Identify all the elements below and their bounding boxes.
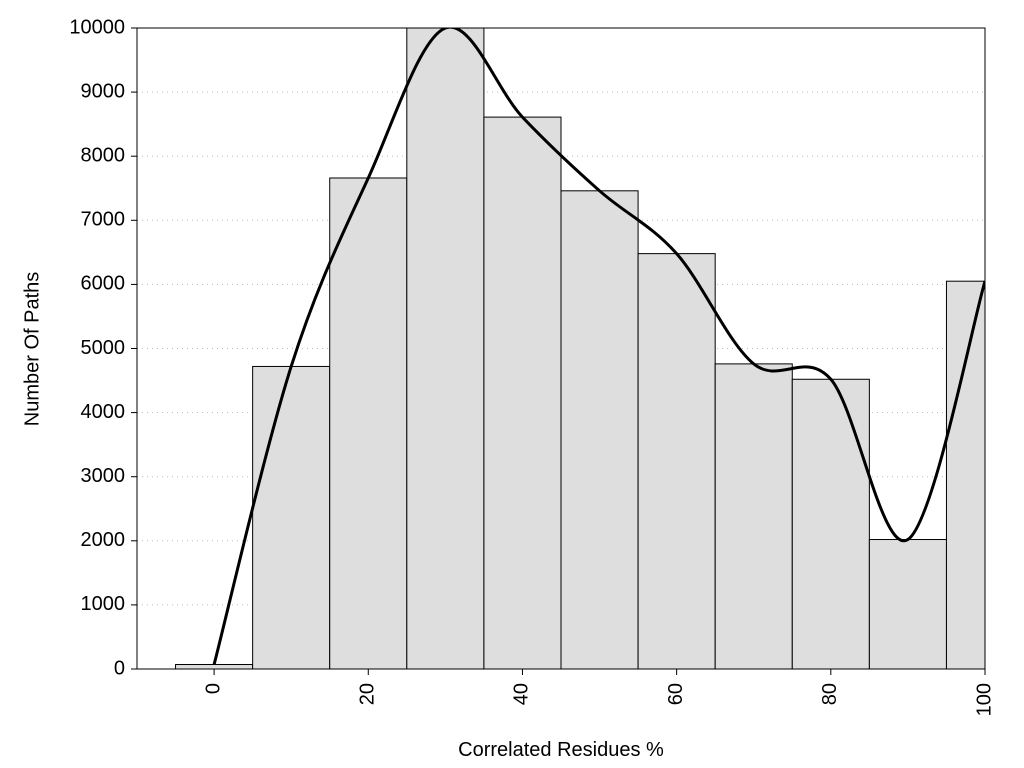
- x-tick-label: 60: [665, 683, 687, 705]
- x-axis-label: Correlated Residues %: [458, 739, 664, 761]
- y-tick-label: 8000: [81, 144, 126, 166]
- trend-line: [212, 28, 985, 665]
- y-tick-label: 0: [114, 657, 125, 679]
- y-tick-label: 5000: [81, 337, 126, 359]
- plot-area: [175, 28, 985, 669]
- bar: [175, 664, 254, 669]
- y-tick-label: 4000: [81, 401, 126, 423]
- bar: [252, 365, 331, 669]
- bar: [560, 190, 639, 669]
- x-tick-label: 40: [511, 683, 533, 705]
- y-tick-label: 2000: [81, 529, 126, 551]
- y-tick-label: 1000: [81, 593, 126, 615]
- y-tick-label: 7000: [81, 209, 126, 231]
- x-tick-label: 20: [357, 683, 379, 705]
- bar: [868, 539, 947, 669]
- bar: [791, 378, 870, 669]
- bar: [483, 116, 562, 669]
- y-tick-label: 6000: [81, 273, 126, 295]
- bar: [329, 177, 408, 669]
- x-tick-label: 0: [202, 683, 224, 694]
- y-tick-label: 9000: [81, 80, 126, 102]
- plot-frame: [136, 27, 986, 670]
- x-tick-label: 100: [973, 683, 995, 716]
- y-tick-label: 10000: [69, 16, 125, 38]
- bar: [714, 363, 793, 669]
- y-axis-label: Number Of Paths: [21, 272, 43, 427]
- x-tick-label: 80: [819, 683, 841, 705]
- y-tick-label: 3000: [81, 465, 126, 487]
- bar: [406, 28, 485, 669]
- bar: [637, 253, 716, 669]
